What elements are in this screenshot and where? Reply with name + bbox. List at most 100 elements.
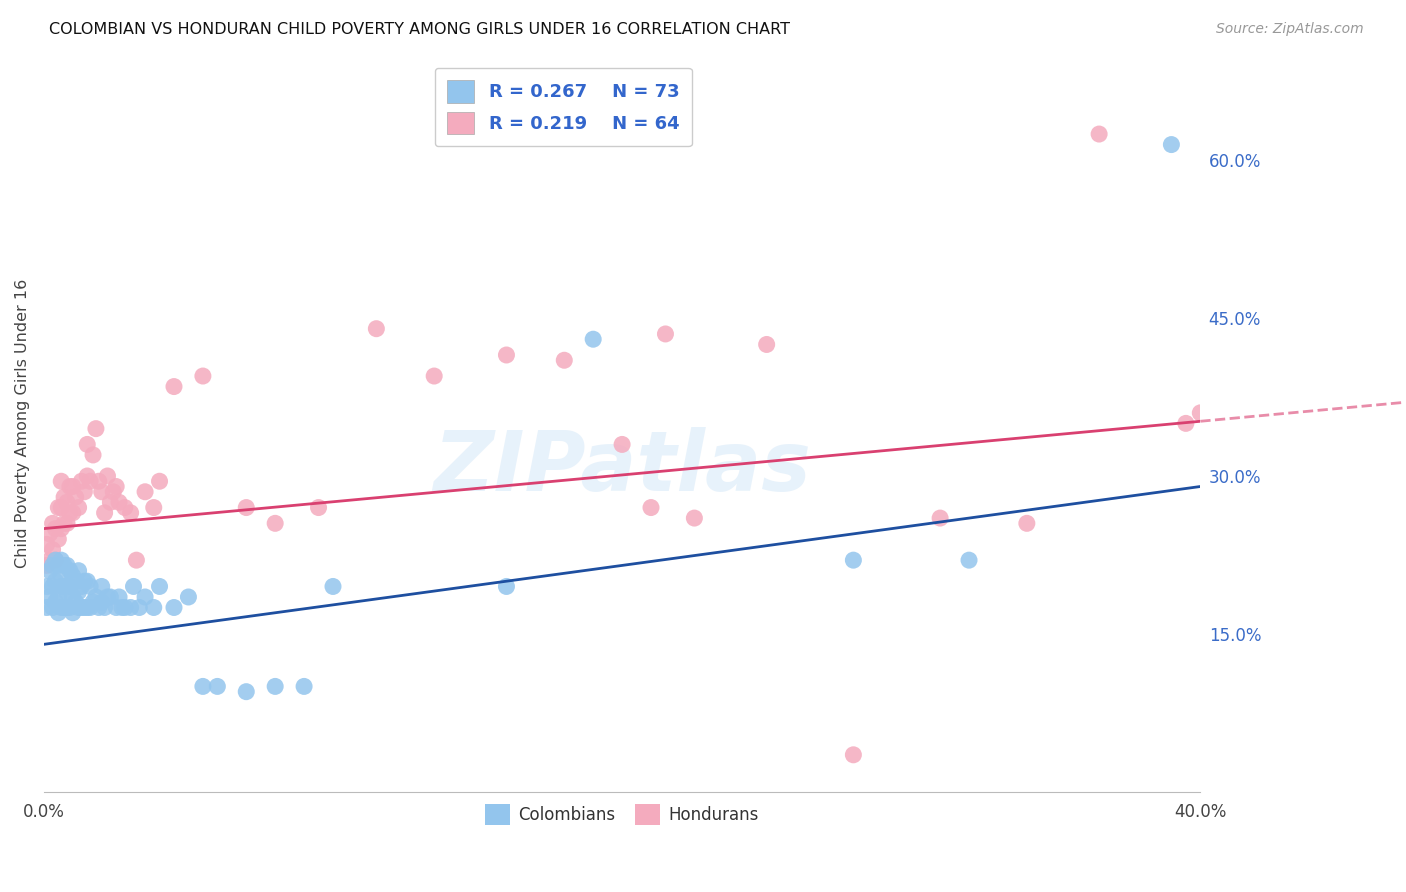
Point [108,495,131,509]
Point [46,590,69,604]
Point [73,600,96,615]
Point [76,437,98,451]
Point [103,484,125,499]
Point [100,495,122,509]
Point [96,590,118,604]
Point [44,595,66,609]
Point [100,590,122,604]
Point [53,490,76,504]
Point [38,526,60,541]
Point [640,500,662,515]
Point [84,422,107,436]
Point [322,579,344,593]
Point [654,326,676,341]
Point [128,600,150,615]
Point [53,516,76,531]
Point [177,590,200,604]
Point [122,579,145,593]
Point [610,437,633,451]
Point [51,475,73,489]
Point [79,475,101,489]
Point [207,680,229,694]
Point [38,553,60,567]
Point [62,569,84,583]
Point [76,469,98,483]
Point [308,500,330,515]
Point [90,579,112,593]
Point [46,532,69,546]
Point [366,321,388,335]
Point [1015,516,1038,531]
Point [56,584,79,599]
Point [105,479,128,493]
Point [70,579,93,593]
Point [108,590,131,604]
Point [1160,137,1182,152]
Point [93,506,115,520]
Point [191,369,214,384]
Point [191,680,214,694]
Point [44,553,66,567]
Point [44,522,66,536]
Point [67,500,90,515]
Point [62,506,84,520]
Point [41,542,63,557]
Point [82,595,104,609]
Point [59,600,82,615]
Point [1088,127,1111,141]
Point [59,506,82,520]
Point [38,564,60,578]
Point [148,475,170,489]
Point [51,553,73,567]
Point [96,469,118,483]
Point [1189,406,1212,420]
Point [842,747,865,762]
Point [59,564,82,578]
Point [120,600,142,615]
Point [76,574,98,589]
Point [35,600,58,615]
Point [82,448,104,462]
Point [67,564,90,578]
Point [134,590,156,604]
Point [79,600,101,615]
Point [70,600,93,615]
Point [35,579,58,593]
Point [87,475,110,489]
Point [73,484,96,499]
Point [683,511,706,525]
Point [235,684,257,698]
Text: ZIPatlas: ZIPatlas [433,427,811,508]
Point [70,475,93,489]
Point [53,579,76,593]
Point [842,553,865,567]
Point [51,500,73,515]
Point [114,500,136,515]
Point [46,500,69,515]
Point [41,558,63,573]
Point [56,495,79,509]
Point [90,484,112,499]
Point [134,484,156,499]
Point [65,595,87,609]
Legend: Colombians, Hondurans: Colombians, Hondurans [478,797,766,831]
Point [51,569,73,583]
Point [125,553,148,567]
Point [67,584,90,599]
Point [929,511,952,525]
Point [142,600,165,615]
Point [41,516,63,531]
Point [111,600,134,615]
Point [163,379,186,393]
Point [62,590,84,604]
Point [163,600,186,615]
Point [264,516,287,531]
Point [44,574,66,589]
Point [84,590,107,604]
Point [87,600,110,615]
Point [59,479,82,493]
Point [46,606,69,620]
Point [41,600,63,615]
Point [56,600,79,615]
Point [755,337,778,351]
